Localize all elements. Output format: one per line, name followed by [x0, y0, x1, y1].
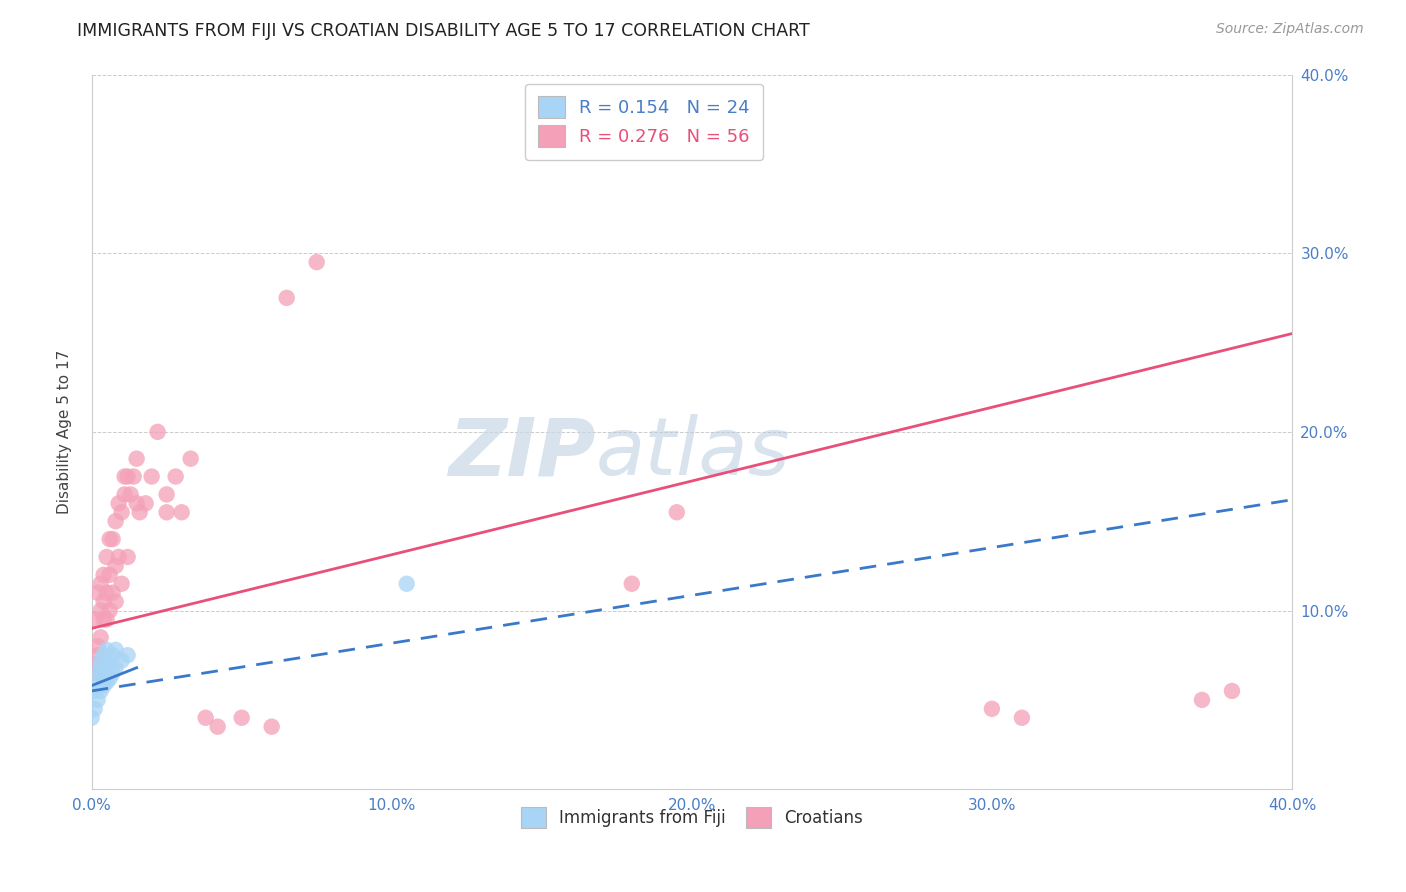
Point — [170, 505, 193, 519]
Point — [128, 505, 150, 519]
Point — [104, 661, 127, 675]
Point — [96, 549, 118, 564]
Point — [104, 514, 127, 528]
Point — [156, 505, 179, 519]
Point — [101, 666, 124, 681]
Point — [96, 585, 118, 599]
Point — [120, 487, 142, 501]
Point — [93, 666, 115, 681]
Point — [90, 654, 112, 668]
Point — [90, 661, 112, 675]
Point — [180, 451, 202, 466]
Point — [80, 711, 103, 725]
Point — [98, 532, 121, 546]
Point — [207, 720, 229, 734]
Y-axis label: Disability Age 5 to 17: Disability Age 5 to 17 — [58, 350, 72, 514]
Point — [117, 549, 139, 564]
Point — [146, 425, 169, 439]
Text: Source: ZipAtlas.com: Source: ZipAtlas.com — [1216, 22, 1364, 37]
Point — [98, 672, 121, 686]
Point — [135, 496, 157, 510]
Point — [260, 720, 283, 734]
Point — [104, 643, 127, 657]
Point — [111, 505, 134, 519]
Point — [93, 648, 115, 663]
Point — [86, 585, 108, 599]
Point — [96, 657, 118, 672]
Point — [98, 603, 121, 617]
Point — [231, 711, 253, 725]
Point — [86, 693, 108, 707]
Point — [83, 684, 105, 698]
Point — [90, 631, 112, 645]
Point — [90, 684, 112, 698]
Point — [101, 648, 124, 663]
Point — [156, 487, 179, 501]
Point — [86, 675, 108, 690]
Point — [83, 702, 105, 716]
Point — [83, 666, 105, 681]
Point — [93, 594, 115, 608]
Point — [101, 532, 124, 546]
Point — [276, 291, 298, 305]
Legend: Immigrants from Fiji, Croatians: Immigrants from Fiji, Croatians — [515, 801, 869, 835]
Point — [96, 643, 118, 657]
Point — [96, 612, 118, 626]
Point — [117, 648, 139, 663]
Point — [165, 469, 187, 483]
Point — [107, 496, 129, 510]
Point — [101, 585, 124, 599]
Point — [980, 702, 1002, 716]
Point — [125, 496, 148, 510]
Point — [86, 640, 108, 654]
Point — [107, 549, 129, 564]
Point — [665, 505, 688, 519]
Point — [80, 657, 103, 672]
Point — [86, 648, 108, 663]
Point — [111, 576, 134, 591]
Point — [395, 576, 418, 591]
Point — [114, 469, 136, 483]
Point — [86, 666, 108, 681]
Point — [98, 567, 121, 582]
Point — [305, 255, 328, 269]
Point — [93, 567, 115, 582]
Point — [96, 675, 118, 690]
Point — [1191, 693, 1213, 707]
Point — [114, 487, 136, 501]
Point — [90, 603, 112, 617]
Text: IMMIGRANTS FROM FIJI VS CROATIAN DISABILITY AGE 5 TO 17 CORRELATION CHART: IMMIGRANTS FROM FIJI VS CROATIAN DISABIL… — [77, 22, 810, 40]
Text: ZIP: ZIP — [449, 414, 596, 492]
Point — [1011, 711, 1033, 725]
Point — [104, 594, 127, 608]
Point — [122, 469, 145, 483]
Point — [141, 469, 163, 483]
Point — [620, 576, 643, 591]
Point — [194, 711, 217, 725]
Point — [111, 654, 134, 668]
Point — [93, 679, 115, 693]
Point — [90, 576, 112, 591]
Point — [83, 612, 105, 626]
Point — [1220, 684, 1243, 698]
Point — [93, 612, 115, 626]
Point — [98, 657, 121, 672]
Text: atlas: atlas — [596, 414, 790, 492]
Point — [117, 469, 139, 483]
Point — [104, 558, 127, 573]
Point — [125, 451, 148, 466]
